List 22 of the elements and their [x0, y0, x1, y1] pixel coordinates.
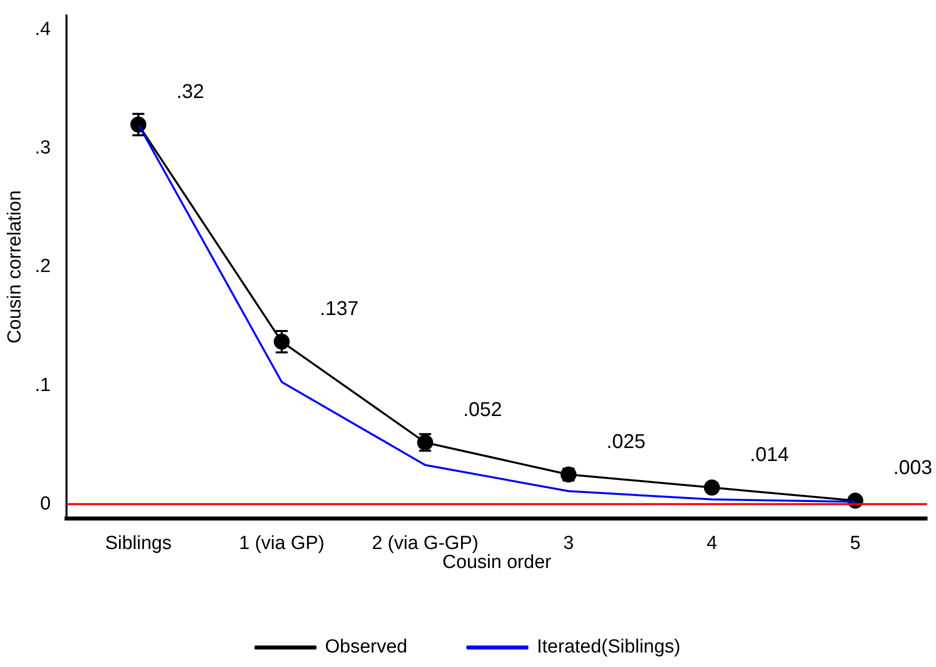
legend-label: Iterated(Siblings) [536, 636, 680, 658]
data-label: .32 [176, 81, 204, 104]
y-tick-label: .3 [34, 138, 51, 158]
y-tick-label: .2 [34, 256, 51, 278]
x-tick-label: 5 [850, 533, 861, 554]
x-tick-label: Siblings [105, 533, 172, 554]
y-tick-label: 0 [40, 493, 51, 514]
data-label: .052 [463, 398, 502, 421]
x-axis-title: Cousin order [442, 552, 552, 573]
data-label: .137 [320, 298, 359, 320]
data-label: .003 [893, 457, 932, 480]
y-tick-label: .4 [34, 18, 52, 40]
y-axis-title: Cousin correlation [4, 190, 26, 344]
x-tick-label: 1 (via GP) [238, 533, 324, 554]
y-tick-label: .1 [34, 374, 51, 396]
x-tick-label: 2 (via G-GP) [372, 533, 478, 554]
legend-label: Observed [325, 636, 408, 658]
data-label: .014 [750, 444, 789, 466]
data-label: .025 [606, 431, 646, 454]
x-tick-label: 3 [563, 533, 574, 554]
x-tick-label: 4 [706, 533, 718, 554]
point [704, 480, 720, 496]
